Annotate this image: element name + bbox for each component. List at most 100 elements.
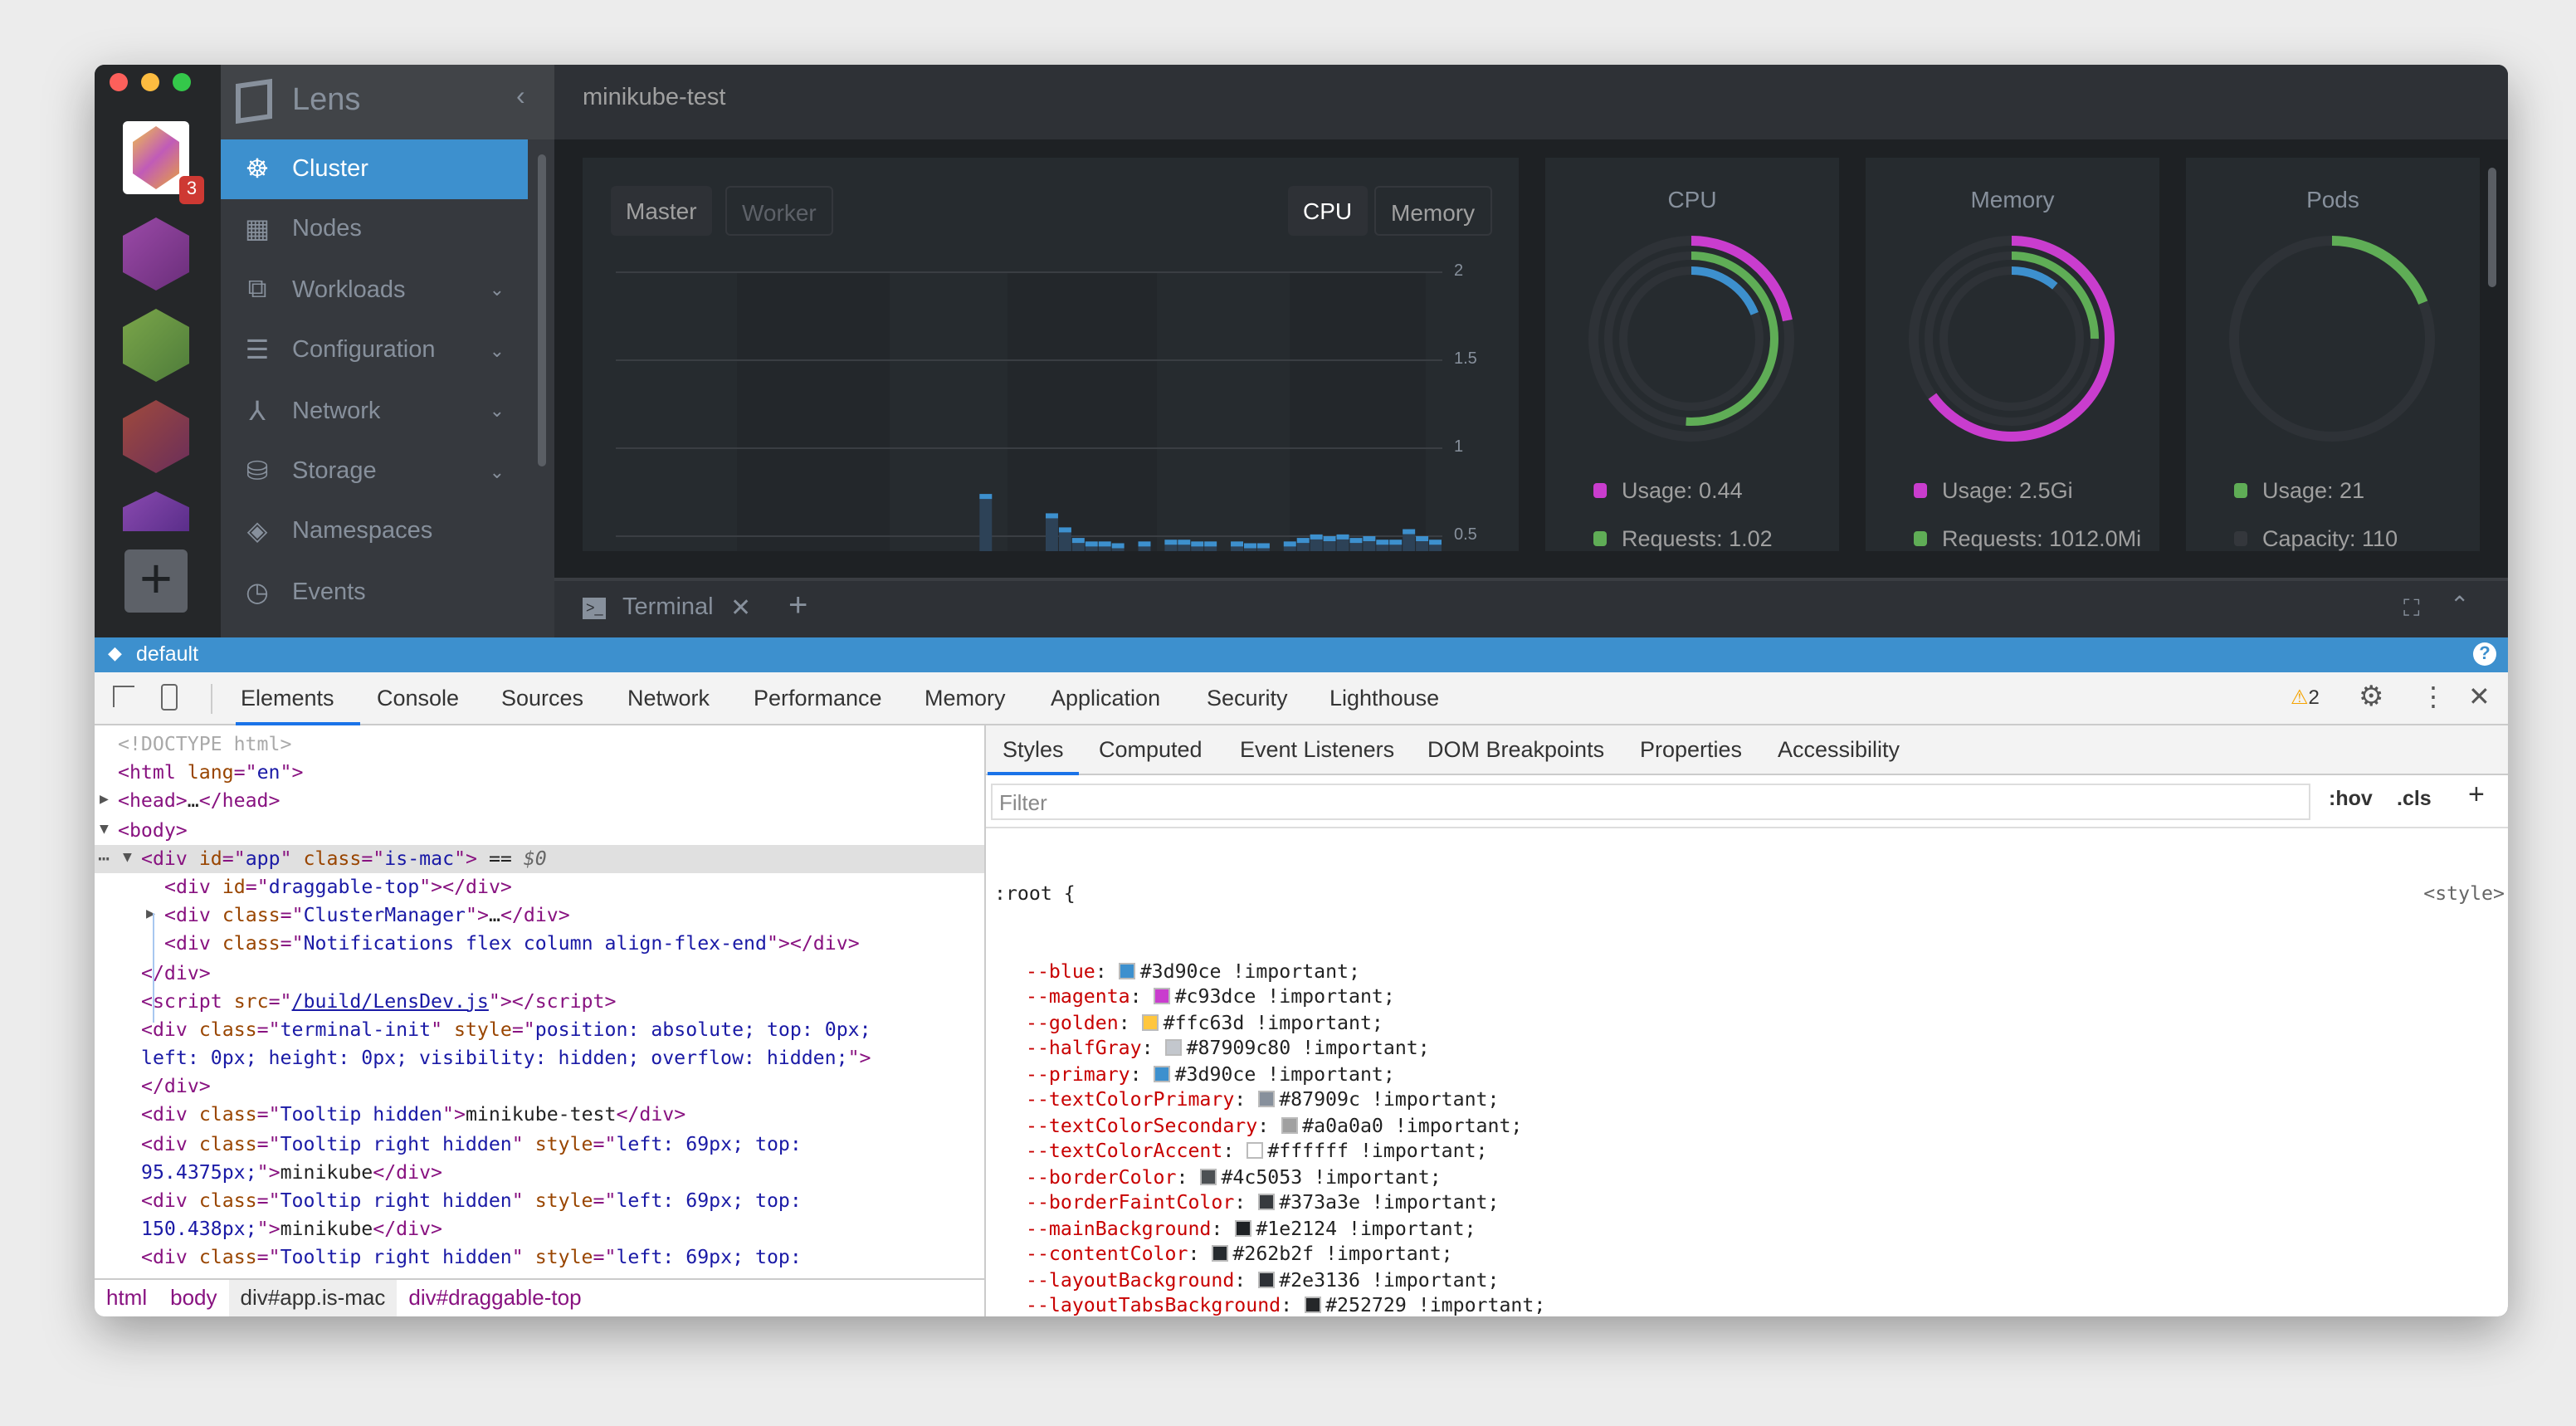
more-options-icon[interactable]: ⋮: [2420, 684, 2447, 712]
color-swatch[interactable]: [1246, 1142, 1263, 1159]
styles-subtab-properties[interactable]: Properties: [1640, 725, 1742, 775]
dom-node-line[interactable]: <div class="terminal-init" style="positi…: [95, 1016, 984, 1044]
sidebar-item-configuration[interactable]: ☰ Configuration ⌄: [221, 320, 528, 380]
devtools-tab-security[interactable]: Security: [1207, 672, 1288, 725]
add-cluster-button[interactable]: +: [124, 549, 188, 613]
css-property[interactable]: --magenta: #c93dce !important;: [1026, 984, 1395, 1008]
devtools-tab-console[interactable]: Console: [377, 672, 459, 725]
css-property[interactable]: --mainBackground: #1e2124 !important;: [1026, 1216, 1476, 1239]
expand-arrow-closed-icon[interactable]: ▶: [146, 906, 155, 924]
dom-node-line[interactable]: </div>: [95, 1073, 984, 1101]
color-swatch[interactable]: [1281, 1116, 1298, 1133]
styles-subtab-event-listeners[interactable]: Event Listeners: [1240, 725, 1394, 775]
chevron-up-icon[interactable]: ⌃: [2450, 591, 2470, 618]
dom-node-line[interactable]: ▶ <head>…</head>: [95, 788, 984, 816]
color-swatch[interactable]: [1304, 1297, 1321, 1313]
sidebar-item-events[interactable]: ◷ Events: [221, 563, 528, 623]
chevron-down-icon[interactable]: ⌄: [489, 462, 505, 482]
dom-node-line[interactable]: <html lang="en">: [95, 759, 984, 787]
terminal-tab[interactable]: Terminal: [622, 594, 714, 621]
warning-icon[interactable]: ⚠2: [2291, 686, 2320, 709]
new-terminal-icon[interactable]: +: [788, 588, 808, 624]
dom-node-line[interactable]: </div>: [95, 959, 984, 987]
collapse-sidebar-icon[interactable]: ‹: [516, 83, 525, 111]
sidebar-item-cluster[interactable]: ☸ Cluster: [221, 139, 528, 199]
color-swatch[interactable]: [1153, 1065, 1170, 1082]
color-swatch[interactable]: [1257, 1194, 1275, 1210]
color-swatch[interactable]: [1141, 1013, 1159, 1030]
dom-node-line[interactable]: <script src="/build/LensDev.js"></script…: [95, 987, 984, 1015]
breadcrumb-item[interactable]: html: [106, 1285, 148, 1310]
device-toolbar-icon[interactable]: [161, 684, 178, 711]
sidebar-item-network[interactable]: ⅄ Network ⌄: [221, 381, 528, 441]
color-swatch[interactable]: [1153, 988, 1170, 1004]
color-swatch[interactable]: [1199, 1168, 1217, 1184]
maximize-window-button[interactable]: [173, 73, 191, 91]
sidebar-item-namespaces[interactable]: ◈ Namespaces: [221, 502, 528, 562]
styles-subtab-styles[interactable]: Styles: [988, 725, 1079, 775]
breadcrumb-item[interactable]: div#draggable-top: [408, 1285, 582, 1310]
sidebar-item-workloads[interactable]: ⧉ Workloads ⌄: [221, 261, 528, 320]
breadcrumb-item[interactable]: div#app.is-mac: [228, 1280, 398, 1316]
css-property[interactable]: --layoutBackground: #2e3136 !important;: [1026, 1267, 1500, 1291]
dom-node-line[interactable]: 150.438px;">minikube</div>: [95, 1215, 984, 1243]
main-scrollbar[interactable]: [2488, 168, 2496, 287]
styles-subtab-accessibility[interactable]: Accessibility: [1778, 725, 1900, 775]
css-property[interactable]: --layoutTabsBackground: #252729 !importa…: [1026, 1293, 1546, 1316]
devtools-tab-performance[interactable]: Performance: [754, 672, 882, 725]
expand-arrow-open-icon[interactable]: ▼: [100, 821, 109, 838]
cluster-icon-green[interactable]: [123, 309, 189, 382]
cls-toggle[interactable]: .cls: [2397, 787, 2432, 810]
dom-node-line[interactable]: 95.4375px;">minikube</div>: [95, 1159, 984, 1187]
help-icon[interactable]: ?: [2473, 642, 2496, 666]
devtools-tab-application[interactable]: Application: [1051, 672, 1160, 725]
tab-worker[interactable]: Worker: [725, 186, 833, 236]
color-swatch[interactable]: [1234, 1219, 1251, 1236]
dom-node-line[interactable]: ▼ <body>: [95, 816, 984, 844]
cluster-icon-red[interactable]: [123, 400, 189, 473]
close-devtools-icon[interactable]: ✕: [2468, 684, 2491, 712]
dom-node-line[interactable]: <div class="Tooltip right hidden" style=…: [95, 1187, 984, 1215]
css-property[interactable]: --halfGray: #87909c80 !important;: [1026, 1036, 1430, 1059]
close-terminal-icon[interactable]: ✕: [730, 594, 752, 623]
dom-node-line[interactable]: <div class="Tooltip right hidden" style=…: [95, 1130, 984, 1158]
status-namespace[interactable]: default: [136, 642, 199, 666]
chevron-down-icon[interactable]: ⌄: [489, 402, 505, 422]
devtools-tab-network[interactable]: Network: [627, 672, 710, 725]
chevron-down-icon[interactable]: ⌄: [489, 281, 505, 301]
css-property[interactable]: --borderColor: #4c5053 !important;: [1026, 1165, 1442, 1188]
css-property[interactable]: --borderFaintColor: #373a3e !important;: [1026, 1190, 1500, 1214]
tab-cpu[interactable]: CPU: [1288, 186, 1368, 236]
sidebar-item-nodes[interactable]: ▦ Nodes: [221, 200, 528, 260]
color-swatch[interactable]: [1211, 1245, 1228, 1262]
css-property[interactable]: --textColorAccent: #ffffff !important;: [1026, 1139, 1488, 1162]
dom-node-line[interactable]: <div id="draggable-top"></div>: [95, 873, 984, 901]
dom-node-line[interactable]: <div class="Notifications flex column al…: [95, 930, 984, 959]
new-style-rule-icon[interactable]: +: [2468, 779, 2485, 810]
dom-node-line[interactable]: ⋯ ▼ <div id="app" class="is-mac"> == $0: [95, 844, 984, 873]
styles-subtab-dom-breakpoints[interactable]: DOM Breakpoints: [1427, 725, 1604, 775]
dom-node-line[interactable]: left: 0px; height: 0px; visibility: hidd…: [95, 1044, 984, 1072]
cluster-icon-purple[interactable]: [123, 217, 189, 291]
fullscreen-icon[interactable]: ⛶: [2403, 594, 2420, 621]
css-property[interactable]: --blue: #3d90ce !important;: [1026, 959, 1360, 982]
devtools-tab-memory[interactable]: Memory: [925, 672, 1006, 725]
inspect-element-icon[interactable]: [113, 686, 134, 707]
dom-node-line[interactable]: ▶ <div class="ClusterManager">…</div>: [95, 901, 984, 930]
dom-node-line[interactable]: <div class="Tooltip hidden">minikube-tes…: [95, 1101, 984, 1130]
color-swatch[interactable]: [1164, 1039, 1182, 1056]
tab-memory[interactable]: Memory: [1374, 186, 1492, 236]
tab-master[interactable]: Master: [611, 186, 712, 236]
css-property[interactable]: --golden: #ffc63d !important;: [1026, 1010, 1383, 1033]
breadcrumb-item[interactable]: body: [170, 1285, 217, 1310]
devtools-tab-elements[interactable]: Elements: [236, 672, 361, 725]
sidebar-item-storage[interactable]: ⛁ Storage ⌄: [221, 442, 528, 501]
dom-node-line[interactable]: <!DOCTYPE html>: [95, 730, 984, 759]
color-swatch[interactable]: [1257, 1091, 1275, 1107]
css-property[interactable]: --textColorPrimary: #87909c !important;: [1026, 1087, 1500, 1111]
cluster-icon-violet[interactable]: [123, 491, 189, 531]
css-property[interactable]: --textColorSecondary: #a0a0a0 !important…: [1026, 1113, 1523, 1136]
cluster-icon-minikube-test[interactable]: [123, 121, 189, 194]
expand-arrow-open-icon[interactable]: ▼: [123, 849, 132, 867]
minimize-window-button[interactable]: [141, 73, 159, 91]
